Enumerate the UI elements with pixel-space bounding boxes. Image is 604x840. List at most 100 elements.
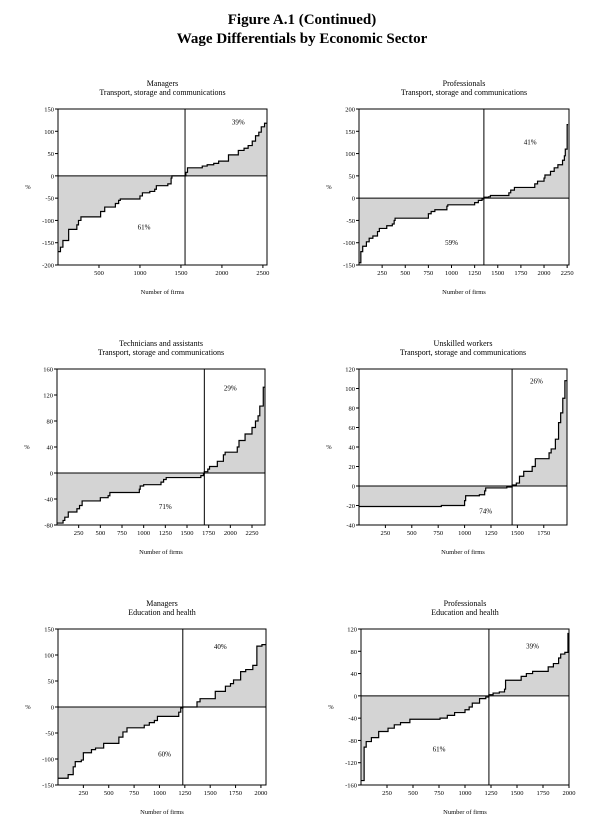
y-tick-label: 100: [44, 129, 54, 136]
y-axis-label: %: [25, 704, 31, 711]
x-tick-label: 750: [424, 270, 434, 277]
y-tick-label: 120: [345, 367, 355, 374]
y-tick-label: 80: [47, 419, 54, 426]
x-tick-label: 500: [94, 270, 104, 277]
y-tick-label: 200: [345, 107, 355, 114]
y-tick-label: 160: [43, 367, 53, 374]
x-tick-label: 1000: [458, 530, 471, 537]
positive-share-label: 41%: [524, 139, 537, 147]
x-tick-label: 250: [74, 530, 84, 537]
x-axis-label: Number of firms: [442, 289, 486, 296]
x-tick-label: 250: [382, 790, 392, 797]
x-tick-label: 1250: [484, 530, 497, 537]
negative-share-label: 61%: [433, 746, 446, 754]
y-axis-label: %: [25, 184, 31, 191]
x-tick-label: 2000: [215, 270, 228, 277]
panel-title: Managers: [146, 599, 178, 608]
y-tick-label: 0: [50, 471, 53, 478]
x-tick-label: 500: [95, 530, 105, 537]
y-tick-label: 100: [345, 386, 355, 393]
step-line: [58, 122, 267, 253]
y-tick-label: -160: [345, 783, 357, 790]
y-tick-label: 40: [349, 445, 356, 452]
y-tick-label: -120: [345, 760, 357, 767]
negative-share-label: 59%: [445, 239, 458, 247]
x-axis-label: Number of firms: [441, 549, 485, 556]
area-fill: [359, 380, 567, 507]
y-tick-label: -40: [346, 523, 355, 530]
x-tick-label: 1500: [491, 270, 504, 277]
x-tick-label: 2000: [254, 790, 267, 797]
panel-title: Managers: [147, 79, 179, 88]
y-tick-label: -50: [45, 731, 54, 738]
x-tick-label: 2000: [538, 270, 551, 277]
y-tick-label: 50: [349, 173, 356, 180]
negative-share-label: 71%: [159, 503, 172, 511]
y-axis-label: %: [326, 444, 332, 451]
figure-title: Figure A.1 (Continued): [227, 12, 377, 28]
negative-share-label: 61%: [138, 223, 151, 231]
y-tick-label: 40: [351, 671, 358, 678]
x-axis-label: Number of firms: [443, 809, 487, 816]
positive-share-label: 29%: [224, 384, 237, 392]
x-tick-label: 1000: [153, 790, 166, 797]
y-tick-label: -50: [45, 196, 54, 203]
y-tick-label: 80: [349, 406, 356, 413]
y-tick-label: -100: [343, 240, 355, 247]
y-tick-label: 100: [345, 151, 355, 158]
x-tick-label: 1500: [511, 790, 524, 797]
positive-share-label: 39%: [526, 643, 539, 651]
area-fill: [58, 644, 266, 779]
x-tick-label: 1000: [133, 270, 146, 277]
y-tick-label: 0: [352, 484, 355, 491]
x-tick-label: 250: [78, 790, 88, 797]
x-tick-label: 1500: [204, 790, 217, 797]
plot-frame: [358, 108, 570, 266]
x-tick-label: 500: [408, 790, 418, 797]
x-tick-label: 2000: [224, 530, 237, 537]
panel-subtitle: Transport, storage and communications: [401, 88, 527, 97]
x-tick-label: 1750: [229, 790, 242, 797]
x-tick-label: 1000: [137, 530, 150, 537]
x-tick-label: 1000: [459, 790, 472, 797]
y-tick-label: 60: [349, 425, 356, 432]
y-tick-label: 120: [43, 393, 53, 400]
x-tick-label: 500: [407, 530, 417, 537]
y-tick-label: 80: [351, 649, 358, 656]
x-tick-label: 750: [433, 530, 443, 537]
step-line: [58, 644, 266, 779]
y-tick-label: 150: [345, 129, 355, 136]
x-tick-label: 1250: [178, 790, 191, 797]
x-tick-label: 1500: [511, 530, 524, 537]
y-tick-label: 40: [47, 445, 54, 452]
area-fill: [359, 124, 569, 263]
panel-title: Professionals: [444, 599, 487, 608]
y-tick-label: 0: [354, 693, 357, 700]
x-tick-label: 1250: [485, 790, 498, 797]
y-tick-label: -50: [346, 218, 355, 225]
area-fill: [57, 387, 265, 524]
x-tick-label: 2250: [246, 530, 259, 537]
panel-subtitle: Education and health: [128, 608, 196, 617]
x-tick-label: 750: [434, 790, 444, 797]
x-tick-label: 2500: [256, 270, 269, 277]
positive-share-label: 26%: [530, 378, 543, 386]
y-tick-label: 0: [51, 173, 54, 180]
y-tick-label: -200: [42, 263, 54, 270]
plot-frame: [57, 108, 268, 266]
y-tick-label: 120: [347, 627, 357, 634]
x-tick-label: 1750: [537, 790, 550, 797]
y-tick-label: 150: [44, 627, 54, 634]
x-tick-label: 1250: [159, 530, 172, 537]
y-tick-label: -20: [346, 503, 355, 510]
y-axis-label: %: [326, 184, 332, 191]
area-fill: [58, 123, 267, 252]
step-line: [359, 380, 567, 508]
area-fill: [361, 633, 569, 781]
x-tick-label: 750: [129, 790, 139, 797]
y-tick-label: -150: [343, 263, 355, 270]
